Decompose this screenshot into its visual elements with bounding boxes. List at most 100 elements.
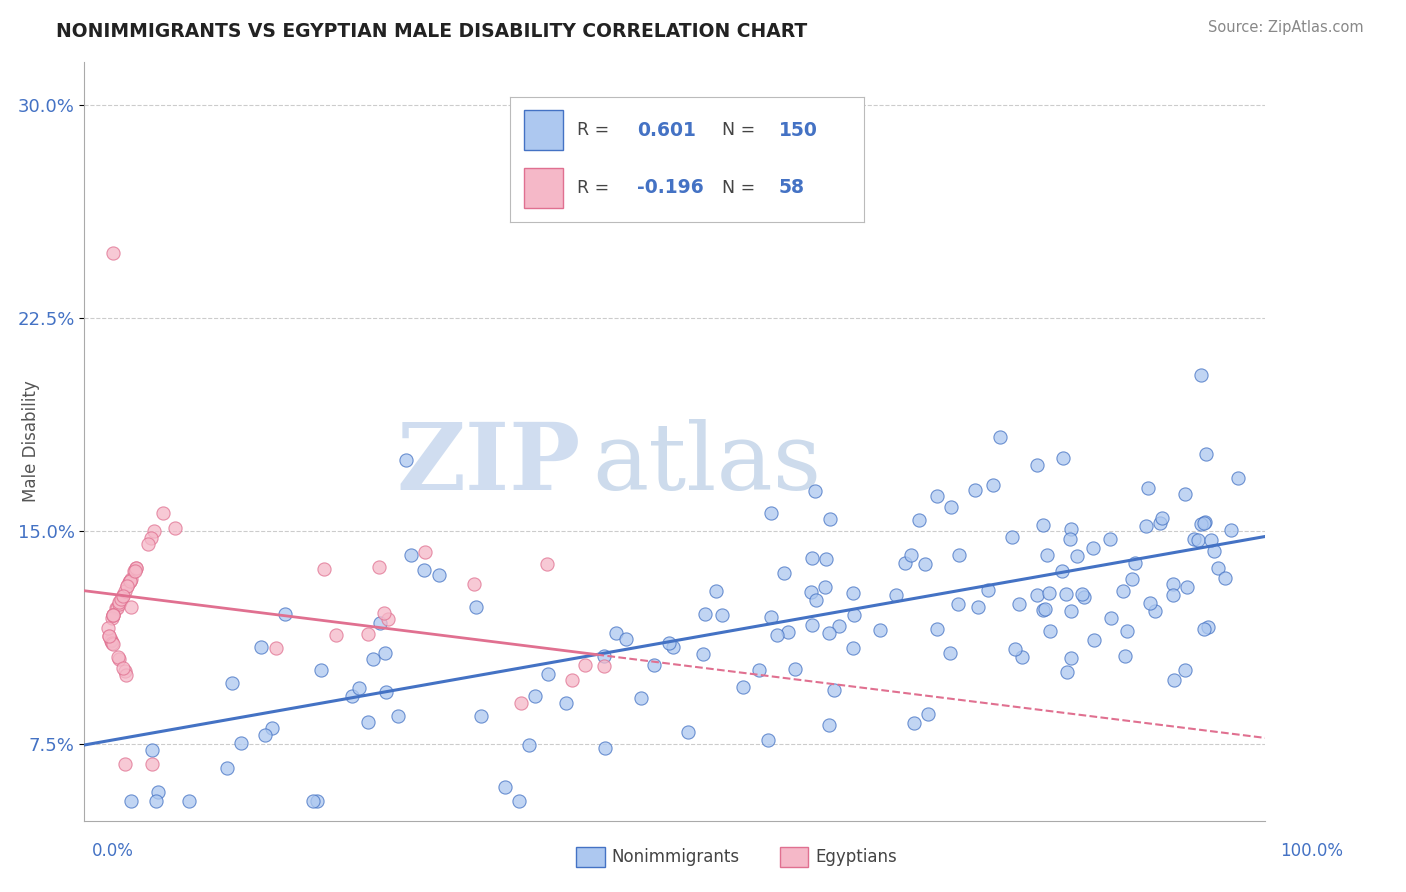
Point	[114, 664, 136, 678]
Point	[593, 741, 616, 756]
Point	[1227, 471, 1250, 485]
Point	[508, 794, 530, 808]
Point	[314, 562, 336, 576]
Point	[107, 597, 129, 611]
Point	[357, 715, 380, 730]
Text: ZIP: ZIP	[396, 419, 581, 509]
Point	[1112, 584, 1135, 599]
Point	[1032, 603, 1054, 617]
Point	[1036, 549, 1059, 563]
Point	[1060, 651, 1083, 665]
Point	[630, 691, 652, 706]
Point	[145, 794, 167, 808]
Point	[215, 761, 238, 775]
Point	[510, 697, 533, 711]
Point	[800, 551, 823, 566]
Point	[1056, 665, 1078, 679]
Point	[561, 673, 583, 687]
Point	[605, 626, 627, 640]
Point	[101, 608, 124, 623]
Point	[105, 600, 128, 615]
Point	[1150, 510, 1173, 524]
Point	[1059, 532, 1081, 546]
Point	[1192, 516, 1215, 530]
Point	[111, 588, 134, 602]
Point	[108, 595, 131, 609]
Text: 0.0%: 0.0%	[91, 842, 134, 860]
Point	[1175, 581, 1198, 595]
Point	[1161, 576, 1184, 591]
Point	[1066, 549, 1088, 563]
Point	[748, 663, 770, 677]
Point	[361, 652, 384, 666]
Point	[110, 592, 132, 607]
Text: Nonimmigrants: Nonimmigrants	[612, 848, 740, 866]
Point	[139, 531, 162, 545]
Point	[368, 615, 391, 630]
Text: 100.0%: 100.0%	[1279, 842, 1343, 860]
Point	[917, 706, 939, 721]
Point	[305, 794, 328, 808]
Point	[413, 563, 436, 577]
Point	[818, 626, 841, 640]
Point	[662, 640, 685, 655]
Point	[1060, 522, 1083, 536]
Point	[1054, 587, 1077, 601]
Point	[105, 601, 128, 615]
Point	[524, 689, 547, 703]
Point	[260, 721, 283, 735]
Point	[893, 556, 915, 570]
Point	[555, 696, 578, 710]
Point	[1213, 571, 1236, 585]
Point	[112, 661, 135, 675]
Point	[761, 506, 783, 520]
Point	[815, 552, 838, 566]
Point	[1174, 663, 1197, 677]
Point	[1195, 447, 1218, 461]
Point	[1052, 450, 1074, 465]
Point	[1182, 532, 1205, 546]
Point	[117, 579, 139, 593]
Point	[1001, 530, 1024, 544]
Point	[1011, 650, 1033, 665]
Point	[759, 609, 782, 624]
Point	[120, 572, 142, 586]
Point	[221, 675, 243, 690]
Point	[118, 574, 141, 589]
Point	[1192, 622, 1215, 636]
Point	[100, 633, 122, 648]
Point	[828, 618, 851, 632]
Point	[1135, 518, 1157, 533]
Point	[842, 608, 865, 623]
Point	[1052, 564, 1074, 578]
Point	[925, 622, 948, 636]
Point	[100, 633, 122, 648]
Text: Egyptians: Egyptians	[815, 848, 897, 866]
Point	[614, 632, 637, 647]
Text: Source: ZipAtlas.com: Source: ZipAtlas.com	[1208, 20, 1364, 35]
Point	[373, 607, 395, 621]
Point	[111, 589, 134, 603]
Point	[103, 607, 125, 622]
Point	[818, 512, 841, 526]
Point	[593, 649, 616, 664]
Point	[756, 733, 779, 747]
Point	[1099, 610, 1122, 624]
Point	[1073, 590, 1095, 604]
Point	[678, 725, 700, 739]
Point	[395, 453, 418, 467]
Point	[783, 662, 806, 676]
Point	[357, 627, 380, 641]
Text: atlas: atlas	[592, 419, 821, 509]
Point	[229, 736, 252, 750]
Point	[1123, 556, 1146, 570]
Point	[1038, 586, 1060, 600]
Point	[1026, 458, 1049, 472]
Point	[1161, 588, 1184, 602]
Point	[813, 580, 835, 594]
Point	[377, 612, 399, 626]
Point	[966, 599, 988, 614]
Point	[925, 489, 948, 503]
Point	[115, 579, 138, 593]
Point	[965, 483, 987, 497]
